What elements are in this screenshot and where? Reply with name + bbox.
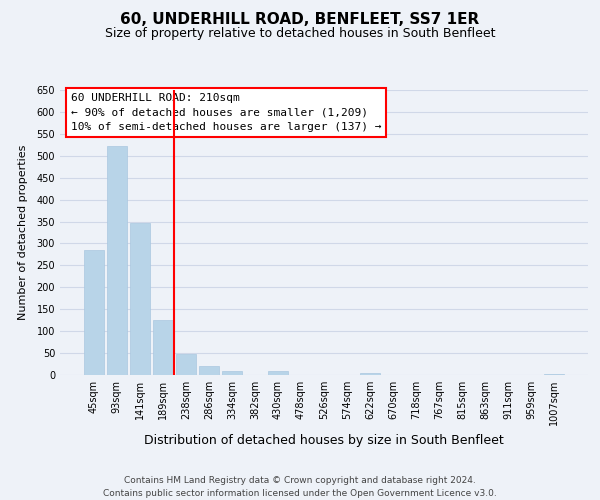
Text: Contains HM Land Registry data © Crown copyright and database right 2024.
Contai: Contains HM Land Registry data © Crown c… <box>103 476 497 498</box>
Bar <box>544 374 564 375</box>
X-axis label: Distribution of detached houses by size in South Benfleet: Distribution of detached houses by size … <box>144 434 504 446</box>
Text: 60, UNDERHILL ROAD, BENFLEET, SS7 1ER: 60, UNDERHILL ROAD, BENFLEET, SS7 1ER <box>121 12 479 28</box>
Bar <box>176 354 196 375</box>
Bar <box>360 373 380 375</box>
Bar <box>268 372 288 375</box>
Bar <box>130 223 149 375</box>
Bar <box>107 146 127 375</box>
Bar <box>84 250 104 375</box>
Text: 60 UNDERHILL ROAD: 210sqm
← 90% of detached houses are smaller (1,209)
10% of se: 60 UNDERHILL ROAD: 210sqm ← 90% of detac… <box>71 93 381 132</box>
Text: Size of property relative to detached houses in South Benfleet: Size of property relative to detached ho… <box>105 28 495 40</box>
Bar <box>222 372 242 375</box>
Bar <box>199 366 218 375</box>
Bar <box>153 320 173 375</box>
Y-axis label: Number of detached properties: Number of detached properties <box>18 145 28 320</box>
